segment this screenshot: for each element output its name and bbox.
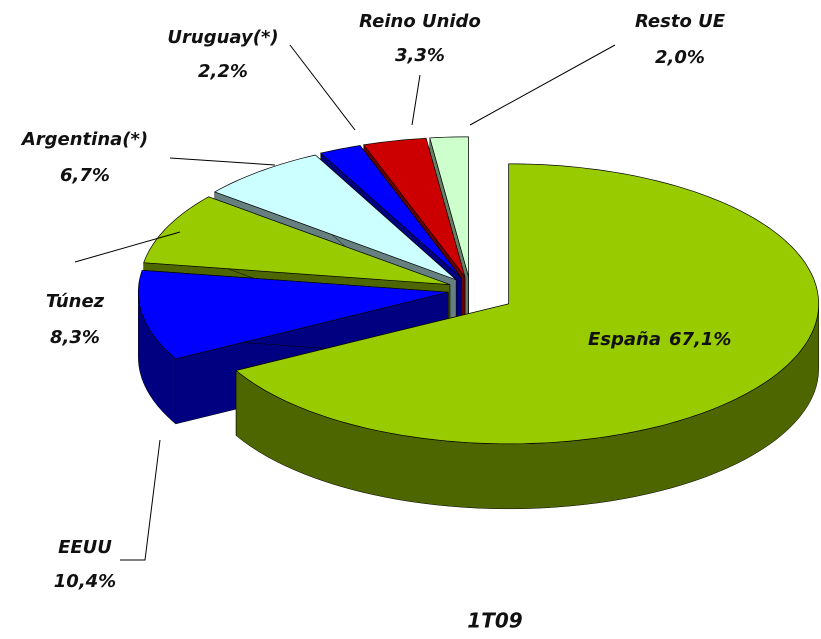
- slice-value-label: 10,4%: [54, 571, 116, 592]
- slice-value-label: 2,2%: [198, 61, 248, 82]
- slice-value-label: 8,3%: [50, 327, 100, 348]
- leader-line: [289, 44, 356, 131]
- slice-label: EEUU: [58, 537, 112, 558]
- slice-label: Uruguay(*): [167, 27, 278, 48]
- slice-value-label: 3,3%: [395, 45, 445, 66]
- slice: [319, 145, 462, 279]
- slice: [137, 269, 449, 360]
- leader-line: [120, 439, 161, 561]
- chart-title: 1T09: [467, 609, 522, 633]
- slice-value-label: 6,7%: [60, 165, 110, 186]
- slice: [213, 154, 457, 281]
- slice-value-label: 2,0%: [655, 47, 705, 68]
- leader-line: [169, 157, 276, 166]
- slice: [235, 163, 820, 445]
- slice-label: Argentina(*): [20, 129, 148, 150]
- slice-label: Túnez: [46, 291, 105, 312]
- slice-label: Resto UE: [635, 11, 726, 32]
- slice-value-label: 67,1%: [669, 329, 731, 350]
- slice-label: Reino Unido: [359, 11, 481, 32]
- leader-line: [74, 231, 181, 263]
- slice: [363, 137, 466, 278]
- slice-label: España: [588, 329, 661, 350]
- leader-line: [411, 74, 421, 126]
- leader-line: [469, 44, 616, 126]
- slice: [143, 196, 451, 285]
- slice: [429, 136, 469, 277]
